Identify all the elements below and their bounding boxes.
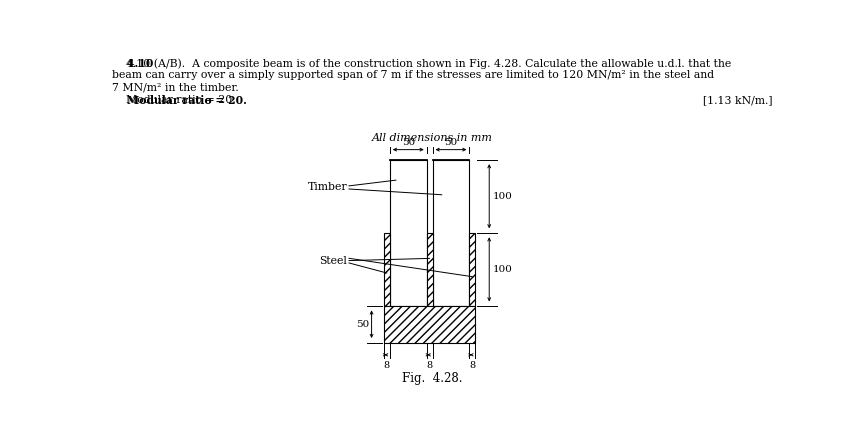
Text: 100: 100 xyxy=(492,265,512,274)
Text: Steel: Steel xyxy=(320,256,347,266)
Bar xyxy=(384,306,475,343)
Bar xyxy=(433,160,469,306)
Text: 50: 50 xyxy=(402,137,415,146)
Text: 4.10 (A/B).  A composite beam is of the construction shown in Fig. 4.28. Calcula: 4.10 (A/B). A composite beam is of the c… xyxy=(111,58,731,69)
Text: 50: 50 xyxy=(444,137,458,146)
Bar xyxy=(469,233,475,306)
Text: Fig.  4.28.: Fig. 4.28. xyxy=(403,372,463,385)
Text: 4.10: 4.10 xyxy=(111,58,153,69)
Bar xyxy=(427,233,433,306)
Text: 8: 8 xyxy=(427,361,433,370)
Text: Modular ratio = 20.: Modular ratio = 20. xyxy=(111,95,247,106)
Text: Timber: Timber xyxy=(308,182,347,192)
Text: 50: 50 xyxy=(356,320,369,329)
Text: 8: 8 xyxy=(469,361,475,370)
Text: Modular ratio = 20.: Modular ratio = 20. xyxy=(111,95,236,105)
Text: 7 MN/m² in the timber.: 7 MN/m² in the timber. xyxy=(111,83,238,92)
Text: [1.13 kN/m.]: [1.13 kN/m.] xyxy=(703,95,773,105)
Bar xyxy=(384,233,390,306)
Text: 100: 100 xyxy=(492,192,512,201)
Text: All dimensions in mm: All dimensions in mm xyxy=(372,133,493,143)
Text: 8: 8 xyxy=(384,361,390,370)
Text: beam can carry over a simply supported span of 7 m if the stresses are limited t: beam can carry over a simply supported s… xyxy=(111,70,714,80)
Bar xyxy=(390,160,427,306)
